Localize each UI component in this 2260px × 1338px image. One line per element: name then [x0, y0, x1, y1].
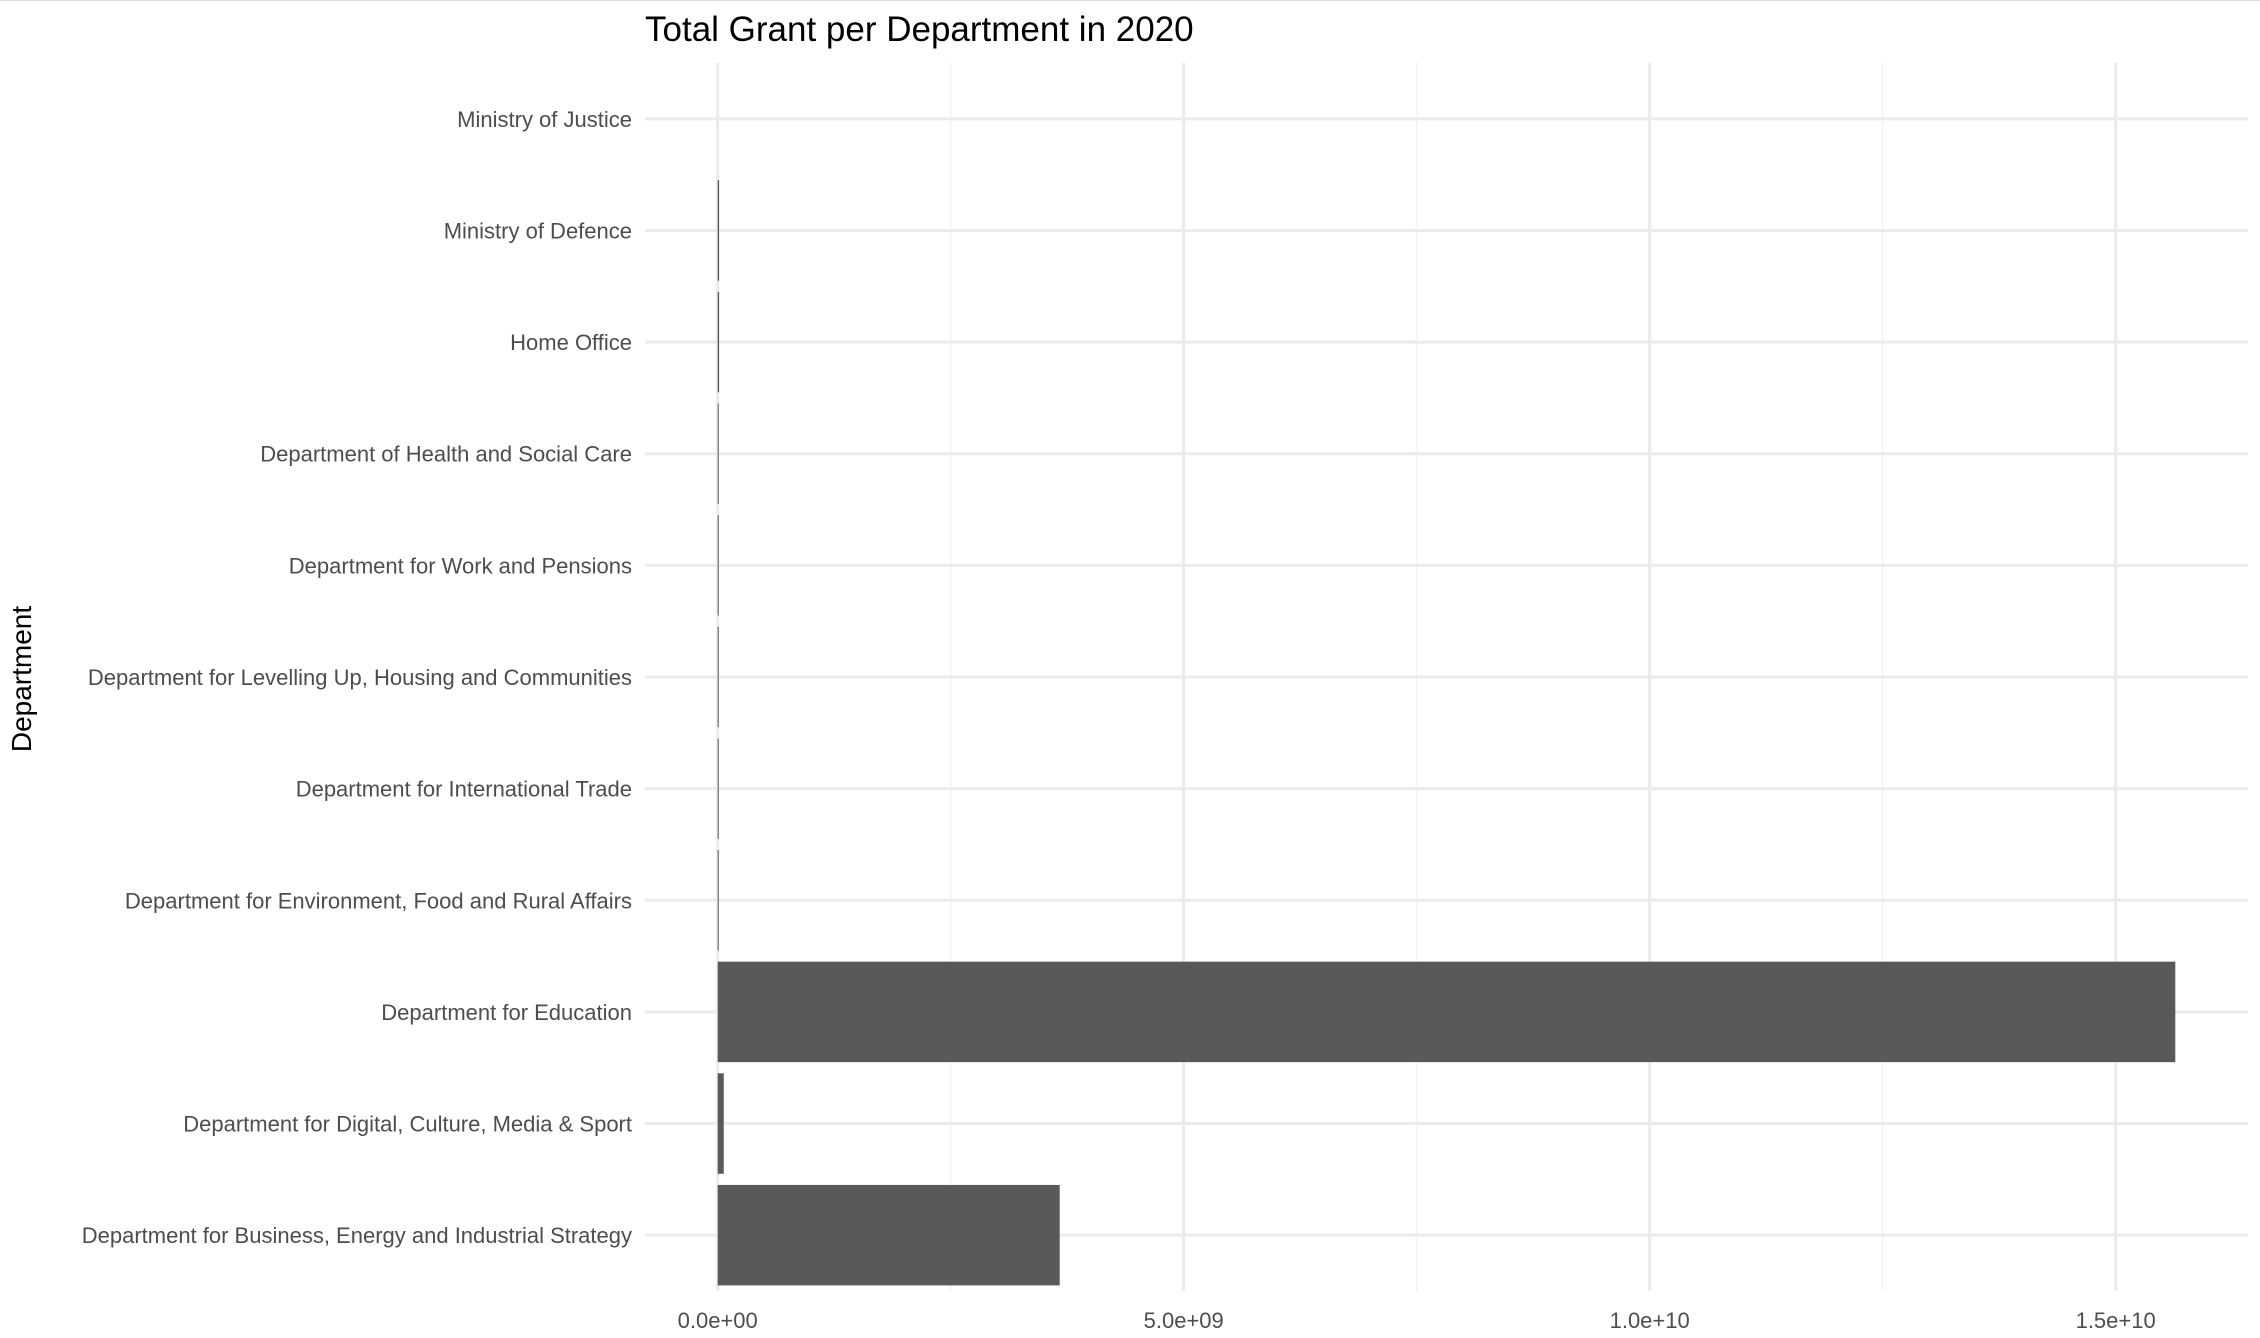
y-tick-label: Ministry of Justice [457, 107, 632, 132]
y-tick-labels: Department for Business, Energy and Indu… [82, 107, 632, 1248]
y-tick-label: Ministry of Defence [444, 218, 632, 243]
y-tick-label: Department for Education [381, 1000, 632, 1025]
x-tick-label: 0.0e+00 [678, 1308, 758, 1333]
y-tick-label: Department for Environment, Food and Rur… [125, 888, 632, 913]
y-tick-label: Home Office [510, 330, 632, 355]
bar-9 [717, 180, 720, 281]
y-tick-label: Department for Levelling Up, Housing and… [88, 665, 632, 690]
x-tick-labels: 0.0e+00 5.0e+09 1.0e+10 1.5e+10 [678, 1308, 2156, 1333]
bar-5 [717, 626, 719, 728]
y-tick-label: Department for Business, Energy and Indu… [82, 1223, 632, 1248]
bar-3 [717, 850, 719, 951]
x-tick-label: 5.0e+09 [1144, 1308, 1224, 1333]
y-tick-label: Department for International Trade [296, 777, 632, 802]
grid-layer [645, 63, 2248, 1291]
bar-0 [717, 1184, 1060, 1286]
bar-layer [717, 180, 2176, 1286]
bar-1 [717, 1073, 724, 1174]
bar-4 [717, 738, 719, 839]
chart-title: Total Grant per Department in 2020 [645, 10, 1194, 49]
x-tick-label: 1.5e+10 [2076, 1308, 2156, 1333]
y-axis-title: Department [6, 606, 37, 753]
bar-2 [717, 961, 2176, 1063]
bar-7 [717, 403, 719, 504]
bar-8 [717, 291, 720, 393]
x-tick-label: 1.0e+10 [1610, 1308, 1690, 1333]
y-tick-label: Department of Health and Social Care [260, 442, 632, 467]
y-tick-label: Department for Work and Pensions [289, 553, 632, 578]
y-tick-label: Department for Digital, Culture, Media &… [183, 1112, 632, 1137]
bar-6 [717, 515, 719, 616]
